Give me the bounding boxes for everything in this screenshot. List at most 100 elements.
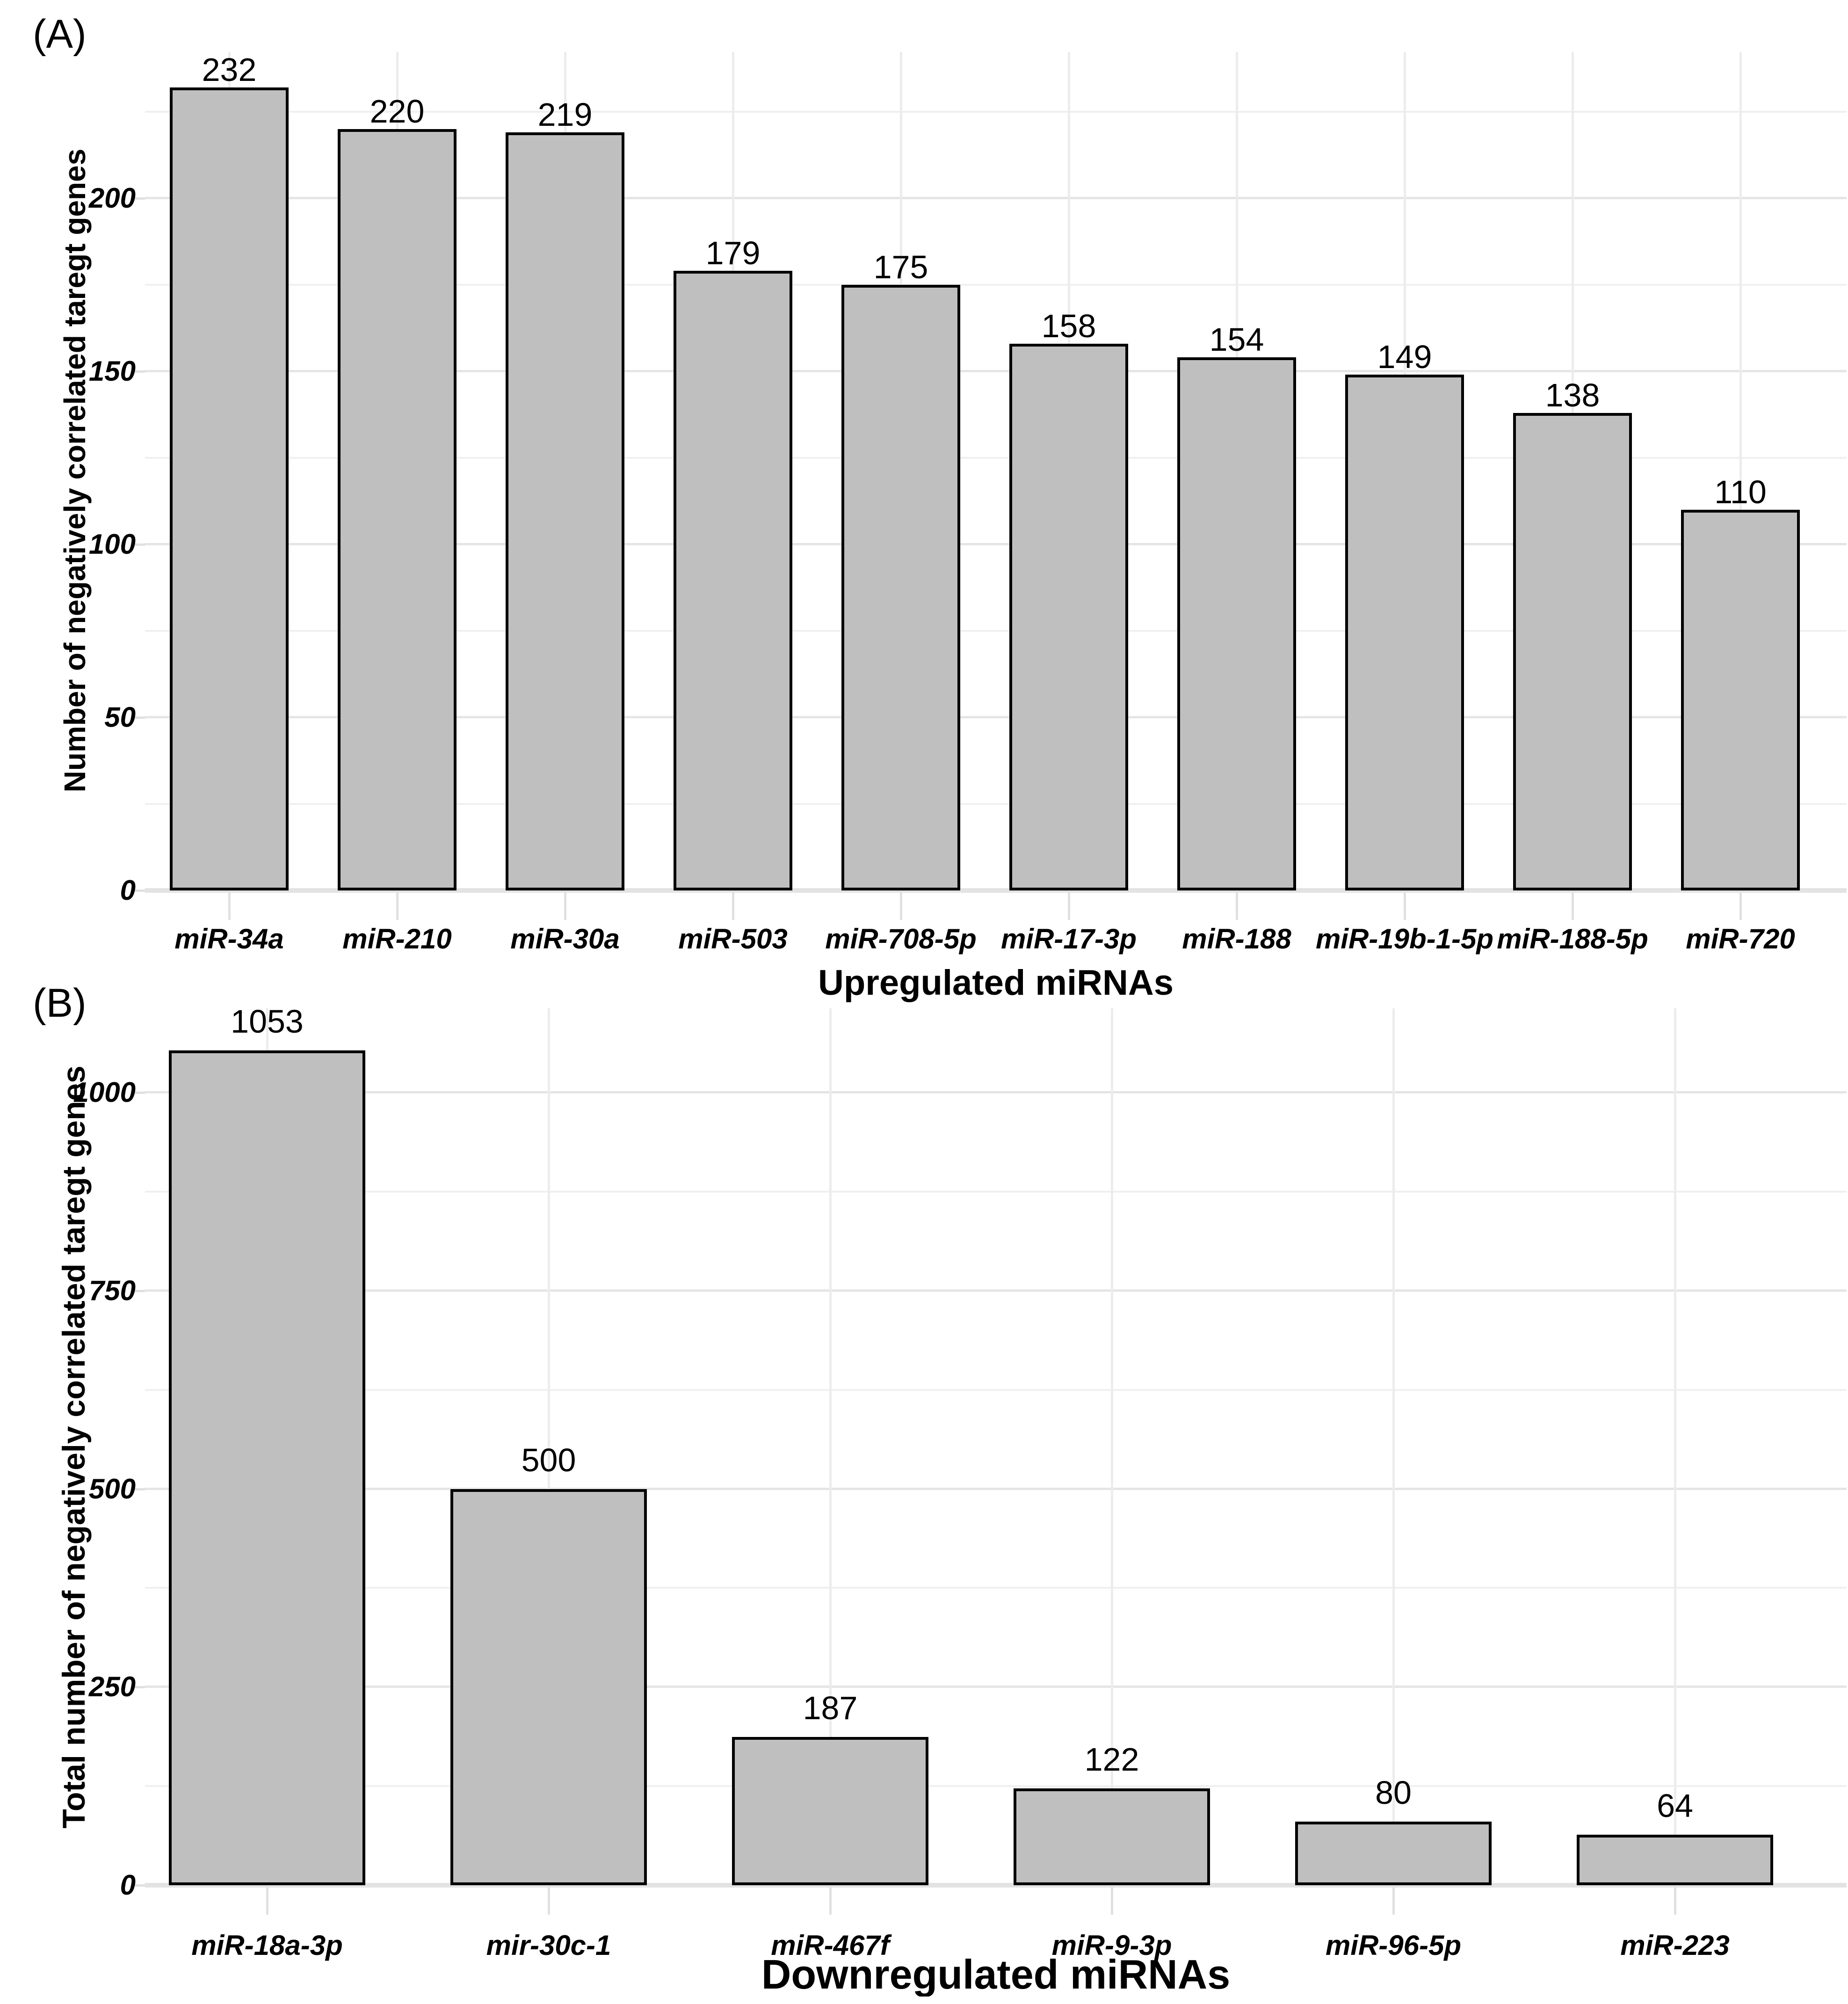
- h-gridline-minor: [145, 457, 1847, 459]
- x-tick-label: miR-503: [678, 923, 788, 955]
- h-gridline-major: [145, 1686, 1847, 1688]
- x-tick-label: miR-708-5p: [825, 923, 977, 955]
- h-gridline-major: [145, 197, 1847, 199]
- x-tick-mark: [548, 1888, 550, 1915]
- y-tick-mark: [135, 1092, 145, 1094]
- x-tick-label: mir-30c-1: [486, 1930, 611, 1961]
- x-tick-label: miR-210: [342, 923, 452, 955]
- bar: [1177, 357, 1296, 890]
- bar-value-label: 220: [370, 93, 425, 130]
- zero-axis-line: [145, 888, 1847, 893]
- x-tick-mark: [1404, 893, 1406, 920]
- zero-axis-line: [145, 1883, 1847, 1888]
- v-gridline: [829, 1008, 832, 1885]
- panel-a: (A) Number of negatively correlated tare…: [19, 7, 1848, 1997]
- v-gridline: [548, 1008, 550, 1885]
- y-tick-label: 1000: [73, 1077, 136, 1108]
- panel-a-plot-area: 232 miR-34a 220 miR-210 219 miR-30a 179 miR-503…: [19, 7, 1848, 1997]
- x-tick-label: miR-34a: [174, 923, 284, 955]
- h-gridline-minor: [145, 111, 1847, 113]
- y-tick-label: 0: [120, 1869, 136, 1901]
- bar: [1295, 1822, 1492, 1885]
- x-tick-mark: [1236, 893, 1238, 920]
- bar-value-label: 187: [803, 1690, 858, 1727]
- v-gridline: [1111, 1008, 1113, 1885]
- bar: [1577, 1834, 1773, 1885]
- x-tick-label: miR-17-3p: [1000, 923, 1137, 955]
- x-tick-mark: [829, 1888, 832, 1915]
- y-tick-label: 150: [88, 355, 136, 387]
- bar: [841, 285, 960, 890]
- y-tick-mark: [135, 1289, 145, 1292]
- bar-value-label: 110: [1714, 474, 1767, 510]
- bar-value-label: 122: [1084, 1741, 1139, 1778]
- x-tick-label: miR-30a: [510, 923, 620, 955]
- x-tick-mark: [1739, 893, 1742, 920]
- x-tick-label: miR-96-5p: [1325, 1930, 1462, 1961]
- x-tick-mark: [732, 893, 734, 920]
- x-tick-label: miR-19b-1-5p: [1315, 923, 1494, 955]
- y-tick-label: 750: [88, 1274, 136, 1306]
- y-tick-mark: [135, 1884, 145, 1887]
- y-tick-mark: [135, 1686, 145, 1689]
- figure: (A) Number of negatively correlated tare…: [19, 7, 1848, 1997]
- panel-a-x-axis-title: Upregulated miRNAs: [818, 963, 1174, 1003]
- x-tick-mark: [228, 893, 231, 920]
- x-tick-mark: [1111, 1888, 1113, 1915]
- h-gridline-major: [145, 370, 1847, 372]
- x-tick-mark: [396, 893, 399, 920]
- bar: [732, 1737, 928, 1885]
- bar-value-label: 1053: [231, 1003, 304, 1040]
- bar-value-label: 149: [1377, 339, 1432, 376]
- h-gridline-minor: [145, 284, 1847, 286]
- bar: [674, 271, 792, 890]
- x-tick-label: miR-188-5p: [1497, 923, 1648, 955]
- bar: [1014, 1788, 1210, 1885]
- h-gridline-major: [145, 716, 1847, 718]
- y-tick-label: 50: [104, 702, 136, 733]
- y-tick-mark: [135, 370, 145, 373]
- h-gridline-major: [145, 1091, 1847, 1093]
- bar: [338, 129, 457, 890]
- y-tick-label: 500: [88, 1473, 136, 1505]
- x-tick-label: miR-9-3p: [1051, 1930, 1172, 1961]
- x-tick-label: miR-720: [1686, 923, 1795, 955]
- x-tick-mark: [266, 1888, 268, 1915]
- h-gridline-minor: [145, 1785, 1847, 1787]
- panel-b-plot-area: 1053 miR-18a-3p 500 mir-30c-1 187 miR-467f 122…: [19, 7, 1848, 1997]
- v-gridline: [1392, 1008, 1395, 1885]
- panel-b-x-axis-title: Downregulated miRNAs: [761, 1951, 1231, 1997]
- panel-b-tag: (B): [33, 981, 87, 1026]
- y-tick-mark: [135, 716, 145, 719]
- bar-value-label: 64: [1657, 1787, 1693, 1824]
- x-tick-mark: [1068, 893, 1070, 920]
- bar: [1513, 412, 1632, 890]
- bar-value-label: 158: [1041, 307, 1096, 344]
- x-tick-mark: [900, 893, 902, 920]
- y-tick-mark: [135, 1488, 145, 1490]
- x-tick-mark: [1674, 1888, 1676, 1915]
- h-gridline-minor: [145, 1190, 1847, 1193]
- y-tick-label: 250: [88, 1671, 136, 1703]
- y-tick-mark: [135, 197, 145, 200]
- y-tick-mark: [135, 543, 145, 546]
- y-tick-label: 200: [88, 182, 136, 214]
- y-tick-label: 100: [88, 528, 136, 560]
- x-tick-mark: [1392, 1888, 1395, 1915]
- bar: [506, 132, 624, 890]
- panel-a-tag: (A): [33, 12, 87, 57]
- bar-value-label: 500: [521, 1441, 576, 1478]
- x-tick-mark: [564, 893, 566, 920]
- bar-value-label: 175: [873, 249, 928, 285]
- h-gridline-major: [145, 543, 1847, 545]
- bar-value-label: 219: [537, 96, 593, 133]
- bar: [450, 1489, 647, 1885]
- x-tick-label: miR-188: [1182, 923, 1291, 955]
- h-gridline-minor: [145, 1587, 1847, 1589]
- h-gridline-minor: [145, 1389, 1847, 1391]
- bar-value-label: 179: [705, 235, 761, 272]
- bar: [170, 87, 289, 890]
- y-tick-label: 0: [120, 875, 136, 906]
- h-gridline-major: [145, 1289, 1847, 1292]
- v-gridline: [1739, 52, 1742, 890]
